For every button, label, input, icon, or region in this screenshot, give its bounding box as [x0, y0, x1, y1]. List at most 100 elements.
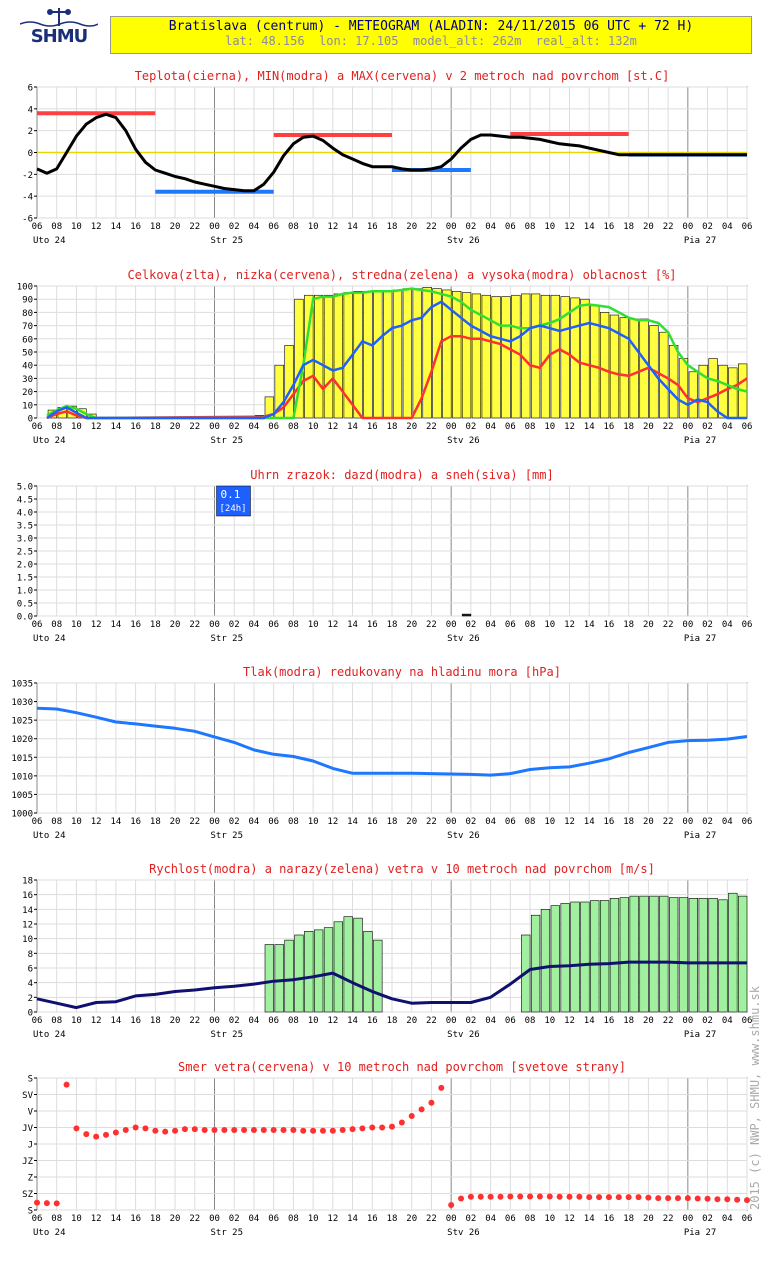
- bar: [501, 296, 511, 419]
- xtick-label: 22: [189, 422, 200, 432]
- day-label: Pia 27: [684, 236, 717, 246]
- xtick-label: 18: [623, 1016, 634, 1026]
- data-point: [63, 1081, 70, 1088]
- data-point: [53, 1200, 60, 1207]
- ytick-label: 40: [22, 362, 33, 372]
- xtick-label: 04: [249, 1214, 260, 1224]
- bar: [728, 892, 738, 1013]
- ytick-label: 2: [28, 127, 33, 137]
- xtick-label: 00: [682, 1016, 693, 1026]
- xtick-label: 06: [32, 817, 43, 827]
- bar: [560, 903, 570, 1013]
- ytick-label: 0: [28, 1009, 33, 1019]
- xtick-label: 10: [308, 620, 319, 630]
- ytick-label: 1000: [11, 810, 33, 820]
- xtick-label: 04: [485, 422, 496, 432]
- header-title: Bratislava (centrum) - METEOGRAM (ALADIN…: [168, 19, 694, 34]
- xtick-label: 06: [505, 1214, 516, 1224]
- bar: [530, 293, 541, 419]
- xtick-label: 00: [682, 1214, 693, 1224]
- bar: [422, 287, 432, 419]
- xtick-label: 14: [110, 422, 121, 432]
- xtick-label: 10: [544, 222, 555, 232]
- xtick-label: 02: [702, 817, 713, 827]
- xtick-label: 00: [682, 620, 693, 630]
- chart-title: Smer vetra(cervena) v 10 metroch nad pov…: [178, 1060, 626, 1074]
- ytick-label: 70: [22, 322, 33, 332]
- bar: [708, 898, 718, 1013]
- ytick-label: -6: [22, 215, 33, 225]
- bar: [560, 296, 570, 419]
- day-label: Pia 27: [684, 1030, 717, 1040]
- xtick-label: 08: [288, 1214, 299, 1224]
- xtick-label: 08: [288, 620, 299, 630]
- ytick-label: 5.0: [17, 483, 33, 493]
- ytick-label: 1.0: [17, 587, 33, 597]
- xtick-label: 08: [525, 422, 536, 432]
- xtick-label: 02: [465, 817, 476, 827]
- bar: [599, 312, 610, 419]
- bar: [540, 909, 551, 1013]
- bar: [323, 294, 334, 419]
- data-point: [260, 1126, 267, 1133]
- xtick-label: 02: [465, 1016, 476, 1026]
- xtick-label: 04: [249, 817, 260, 827]
- day-label: Pia 27: [684, 831, 717, 841]
- day-label: Str 25: [211, 436, 244, 446]
- ytick-label: 1025: [11, 717, 33, 727]
- data-point: [83, 1131, 90, 1138]
- xtick-label: 12: [91, 422, 102, 432]
- xtick-label: 10: [71, 620, 82, 630]
- xtick-label: 18: [623, 422, 634, 432]
- data-point: [527, 1193, 534, 1200]
- xtick-label: 02: [702, 620, 713, 630]
- xtick-label: 20: [643, 1214, 654, 1224]
- bar: [570, 901, 580, 1013]
- data-point: [152, 1127, 159, 1134]
- xtick-label: 08: [288, 817, 299, 827]
- bar: [728, 367, 738, 419]
- day-label: Pia 27: [684, 634, 717, 644]
- xtick-label: 16: [604, 1214, 615, 1224]
- ytick-label: 1015: [11, 754, 33, 764]
- xtick-label: 16: [367, 222, 378, 232]
- bar: [353, 290, 363, 419]
- xtick-label: 18: [387, 1214, 398, 1224]
- xtick-label: 18: [150, 817, 161, 827]
- xtick-label: 06: [742, 1214, 753, 1224]
- xtick-label: 14: [584, 1214, 595, 1224]
- ytick-label: 18: [22, 877, 33, 887]
- ytick-label: -4: [22, 193, 33, 203]
- ytick-label: -2: [22, 171, 33, 181]
- xtick-label: 22: [426, 422, 437, 432]
- bar: [550, 294, 560, 419]
- xtick-label: 20: [643, 817, 654, 827]
- data-point: [605, 1194, 612, 1201]
- bar: [629, 318, 639, 419]
- ytick-label: 1010: [11, 772, 33, 782]
- xtick-label: 12: [327, 1214, 338, 1224]
- bar: [659, 895, 669, 1013]
- xtick-label: 20: [643, 422, 654, 432]
- xtick-label: 20: [406, 222, 417, 232]
- xtick-label: 00: [446, 620, 457, 630]
- ytick-label: JV: [22, 1124, 33, 1134]
- data-point: [576, 1193, 583, 1200]
- ytick-label: S: [28, 1075, 33, 1085]
- xtick-label: 08: [525, 222, 536, 232]
- ytick-label: 90: [22, 296, 33, 306]
- xtick-label: 20: [406, 1214, 417, 1224]
- data-point: [270, 1126, 277, 1133]
- bar: [708, 358, 718, 419]
- data-point: [250, 1126, 257, 1133]
- xtick-label: 12: [91, 1214, 102, 1224]
- xtick-label: 20: [406, 1016, 417, 1026]
- xtick-label: 16: [130, 1214, 141, 1224]
- xtick-label: 02: [465, 222, 476, 232]
- xtick-label: 12: [91, 817, 102, 827]
- data-point: [398, 1119, 405, 1126]
- ytick-label: 4: [28, 105, 33, 115]
- ytick-label: 14: [22, 906, 33, 916]
- bar: [294, 934, 304, 1013]
- day-label: Pia 27: [684, 436, 717, 446]
